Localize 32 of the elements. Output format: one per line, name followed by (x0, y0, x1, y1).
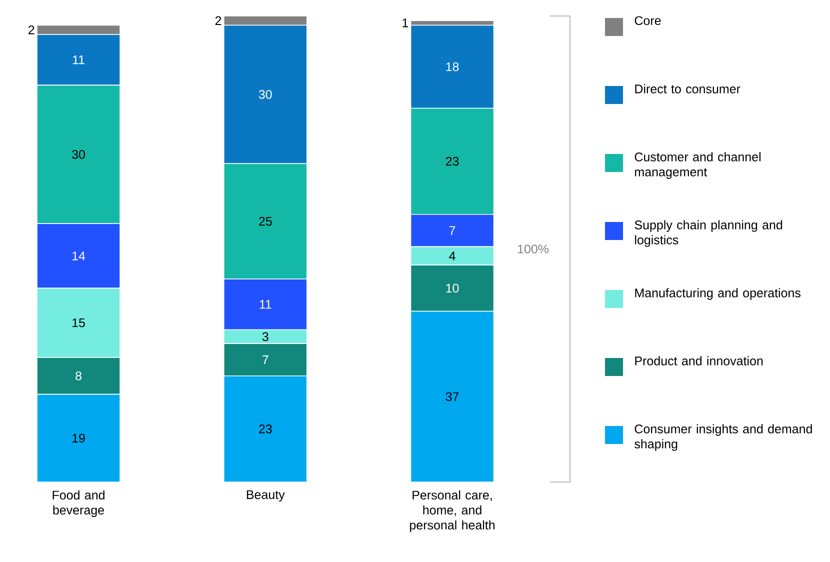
data-label: 25 (259, 216, 272, 226)
data-label: 30 (258, 90, 272, 99)
data-label: 10 (446, 284, 459, 293)
legend-label: Consumer insights and demand shaping (634, 424, 812, 451)
x-tick-label: Personal care, home, and personal health (410, 490, 495, 532)
legend-label: Product and innovation (635, 356, 763, 366)
data-label: 3 (262, 332, 268, 342)
data-label: 8 (76, 371, 82, 380)
data-label: 23 (446, 156, 459, 166)
x-tick-label: Food and beverage (52, 490, 104, 517)
legend-label: Supply chain planning and logistics (634, 220, 782, 247)
annotation: 100% (518, 244, 549, 254)
legend-label: Manufacturing and operations (635, 288, 800, 300)
x-tick-label: Beauty (246, 490, 285, 502)
data-label: 4 (449, 252, 456, 260)
data-label: 1 (402, 18, 408, 28)
data-label: 18 (446, 62, 459, 72)
data-label: 7 (449, 226, 456, 235)
data-label: 30 (72, 150, 85, 159)
data-label: 19 (72, 434, 85, 443)
data-label: 11 (260, 300, 272, 309)
legend-label: Direct to consumer (635, 84, 740, 94)
data-label: 23 (259, 424, 272, 434)
data-label: 11 (72, 56, 84, 64)
data-label: 2 (215, 16, 222, 25)
data-label: 2 (28, 25, 34, 34)
data-label: 15 (72, 318, 85, 328)
legend-label: Customer and channel management (634, 152, 760, 179)
legend-label: Core (634, 16, 661, 26)
data-label: 37 (446, 392, 459, 402)
data-label: 14 (72, 252, 86, 260)
data-label: 7 (262, 355, 268, 364)
